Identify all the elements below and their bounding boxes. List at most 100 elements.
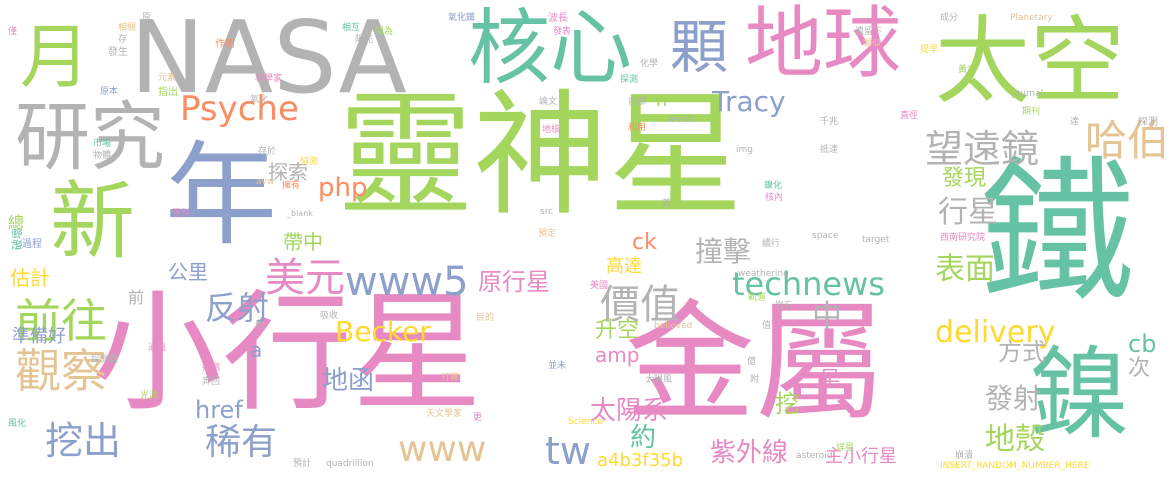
- word-img: img: [736, 145, 753, 155]
- word-xianghu: 相互: [342, 23, 361, 33]
- word-zong: 總: [8, 213, 25, 232]
- word-dike: 地殼: [985, 422, 1045, 457]
- word-diqiu: 地球: [745, 0, 902, 89]
- word-lunwen: 論文: [539, 97, 558, 107]
- word-xingxing: 行星: [938, 195, 998, 230]
- word-yanshi: 岩石: [775, 301, 794, 311]
- word-technews: technews: [732, 265, 885, 303]
- word-yi: 億: [747, 357, 757, 367]
- word-worth: worth: [668, 115, 694, 125]
- word-yiliuxia: 遺留下: [855, 27, 883, 37]
- word-gaoda: 高達: [606, 256, 642, 277]
- word-a: a: [250, 338, 263, 362]
- word-a4b3: a4b3f35b: [597, 450, 684, 471]
- word-tie: 鐵: [980, 142, 1135, 323]
- word-neibu: 內部: [628, 97, 647, 107]
- word-yue2: 約: [630, 423, 657, 453]
- word-zhong: 中: [812, 299, 842, 334]
- word-yang: 陽光: [355, 35, 374, 45]
- word-zhi: 值: [762, 321, 772, 331]
- word-yuan: 原: [142, 13, 152, 23]
- word-guidao: 軌道: [748, 293, 767, 303]
- word-fangshi: 方式: [998, 338, 1046, 366]
- word-ck: ck: [632, 230, 657, 255]
- word-fabiao: 發表: [553, 27, 572, 37]
- word-blank: _blank: [287, 209, 313, 218]
- word-habo: 哈伯: [1085, 116, 1170, 165]
- word-fashe: 發射: [985, 382, 1042, 415]
- word-tianwenxuejia: 天文學家: [426, 409, 463, 419]
- word-yuji: 預計: [293, 459, 312, 469]
- word-qianwang: 前往: [15, 294, 107, 348]
- word-jing: 僅: [8, 27, 18, 37]
- word-mude: 目的: [476, 313, 495, 323]
- word-zhuxiaoxingxing: 主小行星: [825, 446, 897, 467]
- word-henei: 核內: [765, 193, 784, 203]
- word-wachu: 挖出: [45, 419, 122, 463]
- word-guangyuan: 光源: [140, 391, 159, 401]
- word-wuzhi: 物體: [93, 151, 112, 161]
- word-jingxing: 詳星: [836, 443, 855, 453]
- word-wangyuanjing: 望遠鏡: [925, 127, 1040, 171]
- word-www: www: [398, 429, 487, 470]
- word-taiyangxi: 太陽系: [590, 396, 669, 426]
- word-yanghuatie: 氧化鐵: [448, 13, 476, 23]
- word-qianzhao: 千兆: [820, 117, 839, 127]
- word-jiance: 偵測: [300, 157, 319, 167]
- word-huaxue: 化學: [640, 59, 659, 69]
- word-daizhong: 帶中: [283, 230, 323, 254]
- word-xuxing: 續行: [762, 239, 781, 249]
- word-ci: 次: [1128, 356, 1151, 381]
- word-fasheng: 發生: [108, 47, 128, 58]
- word-ziwaixian: 紫外線: [710, 438, 789, 468]
- word-tracy: Tracy: [712, 85, 786, 118]
- word-believed: believed: [654, 321, 693, 331]
- word-xiaoxingxing: 小行星: [92, 277, 483, 429]
- word-liyong: 利用: [628, 123, 647, 133]
- word-ke: 顆: [670, 13, 729, 81]
- word-delivery: delivery: [935, 315, 1056, 350]
- word-src: src: [540, 207, 554, 217]
- word-zhunbeihao: 準備好: [12, 326, 66, 347]
- word-xin: 新: [50, 173, 136, 272]
- word-didasu: 抵達: [820, 145, 839, 155]
- word-zuoyong: 作用: [215, 39, 235, 50]
- word-jinshu: 金屬: [625, 287, 886, 439]
- word-cun: 存: [118, 35, 128, 45]
- word-planetary: Planetary: [1010, 13, 1053, 23]
- word-hexin: 核心: [468, 1, 633, 96]
- word-asteroid: asteroid: [796, 451, 833, 461]
- word-xiyou: 稀有: [205, 422, 278, 463]
- word-yuansu: 元素: [158, 73, 177, 83]
- word-yuanben: 原本: [100, 87, 119, 97]
- word-jinghua: 鎳化: [764, 181, 783, 191]
- word-tanc: 探測: [620, 75, 639, 85]
- word-kexuejia: 科學家: [255, 74, 283, 84]
- word-xishou: 吸收: [320, 311, 339, 321]
- word-space: space: [812, 231, 839, 241]
- word-amp: amp: [595, 343, 640, 367]
- word-yue: 月: [20, 16, 90, 98]
- word-meiyuan: 美元: [265, 255, 345, 301]
- word-guji: 估計: [10, 266, 50, 290]
- word-avw: avw: [256, 177, 275, 187]
- word-taikong: 太空: [935, 7, 1126, 117]
- word-nie: 鎳: [1030, 336, 1130, 453]
- word-www5: www5: [345, 259, 469, 305]
- word-yuding: 預定: [538, 229, 557, 239]
- word-dasuan: 打算: [441, 373, 460, 383]
- word-dihan: 地函: [322, 366, 375, 396]
- word-tanceqi: 探測器: [91, 355, 119, 365]
- word-shengkong: 升空: [595, 318, 640, 343]
- word-qie: 切: [255, 321, 265, 331]
- word-fanshe: 反射: [205, 289, 270, 327]
- word-ben: 奔回: [202, 377, 221, 387]
- word-fu: 附: [750, 375, 760, 385]
- word-tw: tw: [545, 429, 591, 473]
- word-geng: 更: [473, 413, 483, 423]
- word-gongli: 公里: [168, 260, 208, 284]
- word-zhichu: 指出: [158, 87, 178, 98]
- word-da: 達: [1070, 117, 1080, 127]
- word-nian: 年: [165, 131, 277, 261]
